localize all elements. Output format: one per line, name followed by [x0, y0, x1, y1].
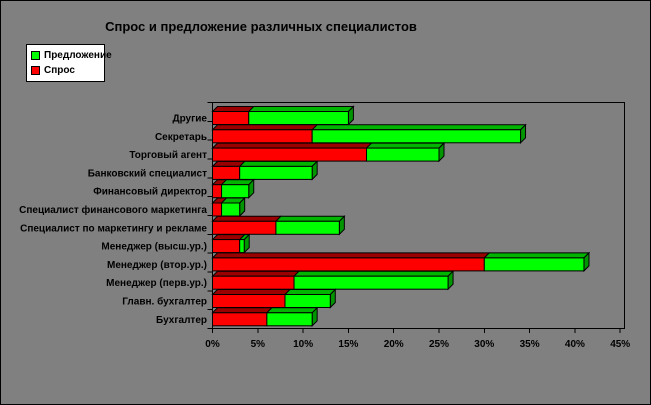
category-label: Менеджер (высш.ур.)	[101, 242, 207, 253]
category-label: Секретарь	[155, 132, 207, 143]
bar-segment-demand	[212, 111, 250, 125]
x-tick-label: 35%	[520, 339, 540, 350]
legend-label-demand: Спрос	[44, 65, 75, 76]
bar-demand-top	[211, 124, 319, 131]
category-label: Финансовый директор	[93, 187, 207, 198]
bar-supply-top	[310, 124, 527, 131]
bar-demand-top	[211, 289, 292, 295]
legend-item-supply: Предложение	[31, 48, 112, 63]
bar-segment-supply	[366, 147, 440, 162]
bar-demand-top	[211, 270, 301, 277]
category-label: Специалист финансового маркетинга	[19, 204, 207, 216]
bar-segment-demand	[212, 147, 368, 162]
bar-segment-demand	[212, 165, 241, 180]
x-tick-label: 10%	[293, 339, 313, 350]
demand-swatch-icon	[31, 66, 40, 75]
bar-demand-top	[211, 215, 283, 222]
bar-supply-top	[283, 289, 337, 295]
x-tick-label: 0%	[205, 339, 220, 350]
bar-demand-top	[211, 142, 373, 149]
legend: Предложение Спрос	[26, 44, 112, 82]
category-label: Банковский специалист	[88, 168, 207, 179]
bar-segment-demand	[212, 294, 286, 308]
bar-segment-demand	[212, 184, 223, 199]
bar-segment-supply	[221, 202, 241, 217]
bar-segment-supply	[239, 239, 245, 254]
category-label: Бухгалтер	[156, 315, 207, 326]
bar-segment-supply	[483, 257, 585, 272]
chart-title: Спрос и предложение различных специалист…	[105, 19, 417, 34]
x-tick-label: 20%	[384, 339, 404, 350]
bar-segment-supply	[221, 184, 250, 199]
bar-segment-demand	[212, 239, 241, 254]
x-tick-label: 25%	[429, 339, 449, 350]
supply-swatch-icon	[31, 51, 40, 60]
bar-supply-top	[365, 142, 446, 149]
bar-segment-supply	[311, 129, 522, 144]
bar-segment-demand	[212, 275, 295, 290]
bar-demand-top	[211, 307, 274, 314]
bar-supply-top	[292, 270, 455, 277]
bar-segment-demand	[212, 220, 277, 235]
x-tick-label: 15%	[338, 339, 358, 350]
bar-segment-supply	[293, 275, 449, 290]
bar-demand-top	[211, 252, 491, 259]
bar-supply-top	[483, 252, 591, 259]
bar-segment-supply	[248, 111, 349, 125]
bar-supply-top	[238, 160, 319, 167]
legend-label-supply: Предложение	[44, 50, 112, 61]
category-label: Менеджер (втор.ур.)	[107, 260, 207, 271]
bar-segment-supply	[239, 165, 313, 180]
x-tick-label: 5%	[251, 339, 266, 350]
legend-item-demand: Спрос	[31, 63, 104, 78]
bar-segment-supply	[275, 220, 340, 235]
category-label: Другие	[172, 114, 207, 125]
bar-segment-demand	[212, 257, 485, 272]
category-label: Главн. бухгалтер	[122, 296, 207, 308]
bar-segment-supply	[284, 294, 331, 308]
bar-segment-demand	[212, 202, 223, 217]
bar-supply-top	[274, 215, 346, 222]
x-tick-label: 45%	[610, 339, 630, 350]
bar-supply-top	[265, 307, 319, 314]
bar-segment-demand	[212, 312, 268, 327]
category-label: Специалист по маркетингу и рекламе	[20, 223, 207, 234]
x-tick-label: 40%	[565, 339, 585, 350]
category-label: Менеджер (перв.ур.)	[106, 278, 207, 289]
category-label: Торговый агент	[129, 150, 207, 161]
bar-supply-top	[247, 106, 355, 112]
x-tick-label: 30%	[474, 339, 494, 350]
bar-segment-demand	[212, 129, 313, 144]
bar-segment-supply	[266, 312, 313, 327]
bar-demand-top	[211, 106, 255, 112]
